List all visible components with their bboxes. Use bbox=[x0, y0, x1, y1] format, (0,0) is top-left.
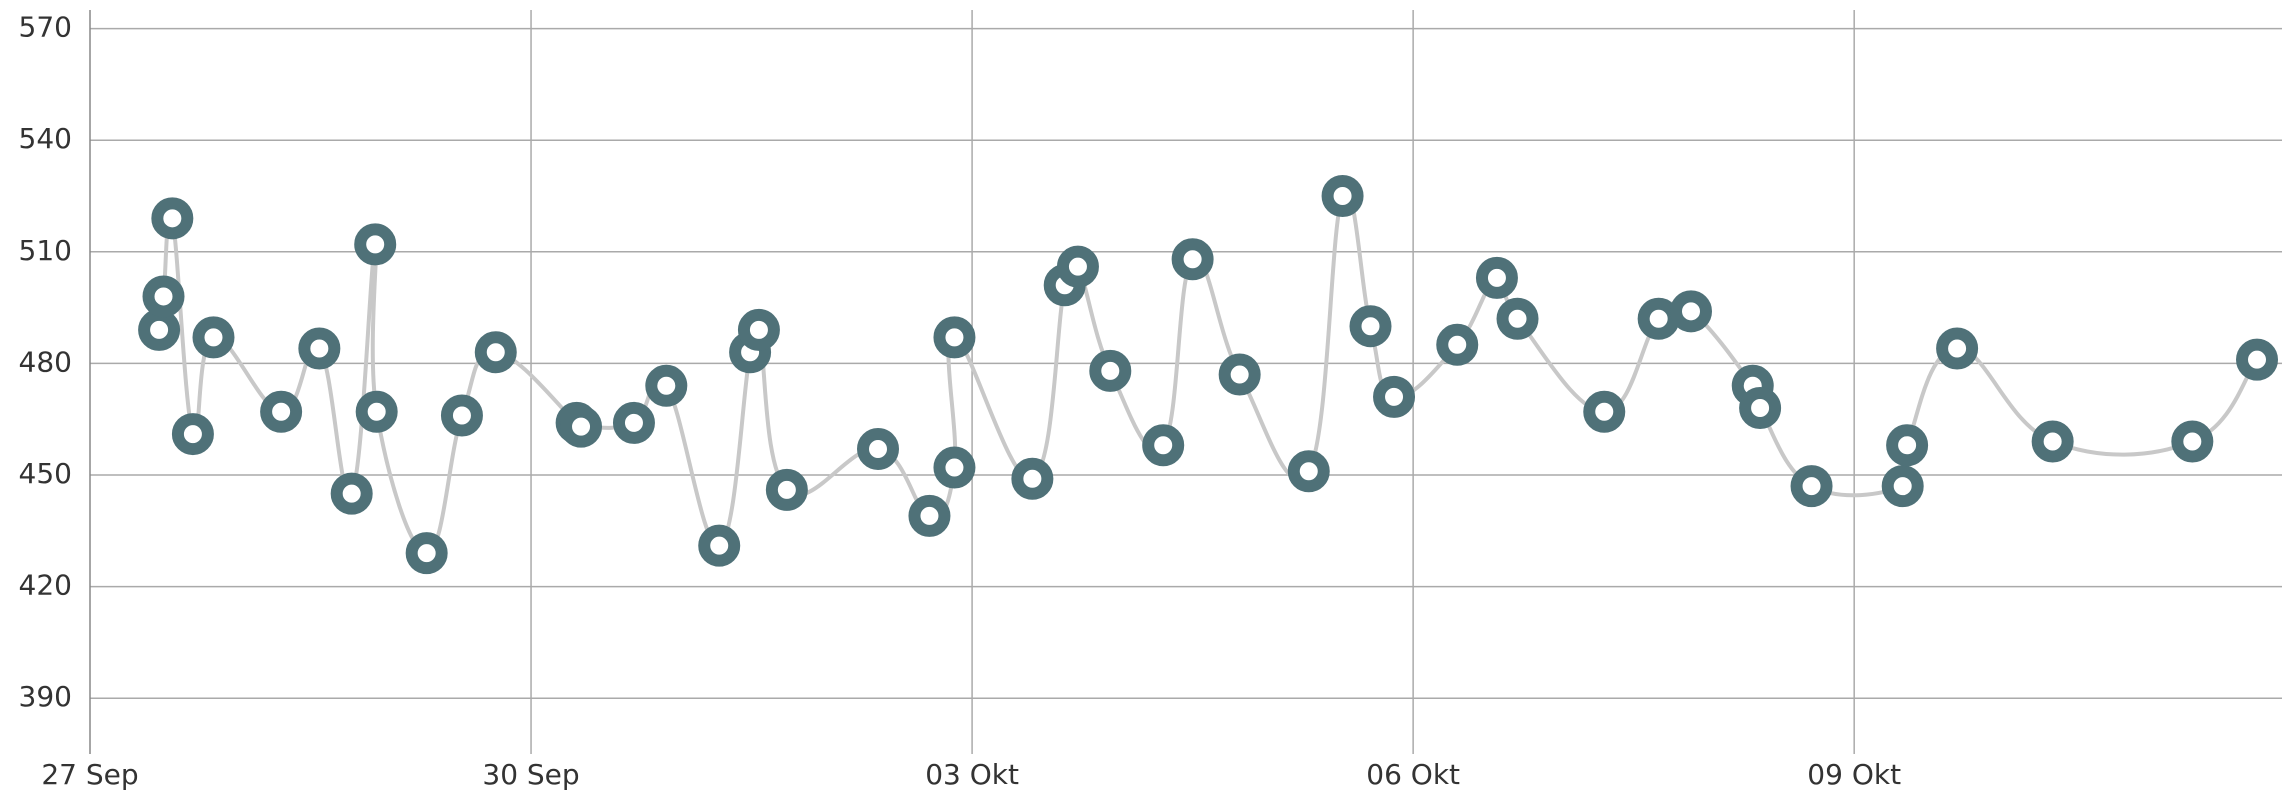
point bbox=[560, 405, 603, 448]
point bbox=[1881, 465, 1924, 508]
point bbox=[1637, 297, 1680, 340]
point bbox=[933, 316, 976, 359]
point bbox=[908, 494, 951, 537]
point bbox=[933, 446, 976, 489]
point bbox=[171, 413, 214, 456]
point bbox=[1349, 305, 1392, 348]
y-tick-label: 450 bbox=[19, 457, 72, 490]
point bbox=[405, 532, 448, 575]
point bbox=[1496, 297, 1539, 340]
point bbox=[1089, 349, 1132, 392]
point bbox=[440, 394, 483, 437]
point bbox=[645, 364, 688, 407]
point bbox=[1790, 465, 1833, 508]
point bbox=[2236, 338, 2279, 381]
point bbox=[355, 390, 398, 433]
x-tick-label: 27 Sep bbox=[41, 758, 138, 791]
y-tick-label: 480 bbox=[19, 345, 72, 378]
point bbox=[1475, 256, 1518, 299]
point bbox=[1287, 450, 1330, 493]
x-tick-label: 30 Sep bbox=[482, 758, 579, 791]
point bbox=[698, 524, 741, 567]
point bbox=[1011, 457, 1054, 500]
point bbox=[1583, 390, 1626, 433]
point bbox=[260, 390, 303, 433]
point bbox=[1218, 353, 1261, 396]
point bbox=[354, 223, 397, 266]
point bbox=[142, 275, 185, 318]
point bbox=[1171, 238, 1214, 281]
x-tick-label: 03 Okt bbox=[925, 758, 1019, 791]
y-tick-label: 510 bbox=[19, 234, 72, 267]
y-tick-label: 420 bbox=[19, 569, 72, 602]
point bbox=[2031, 420, 2074, 463]
point bbox=[330, 472, 373, 515]
y-tick-label: 570 bbox=[19, 11, 72, 44]
y-tick-label: 540 bbox=[19, 122, 72, 155]
point bbox=[765, 468, 808, 511]
point bbox=[737, 308, 780, 351]
point bbox=[1886, 424, 1929, 467]
point bbox=[151, 197, 194, 240]
point bbox=[1936, 327, 1979, 370]
point bbox=[1373, 375, 1416, 418]
point bbox=[474, 331, 517, 374]
point bbox=[1056, 245, 1099, 288]
point bbox=[1669, 290, 1712, 333]
point bbox=[1436, 323, 1479, 366]
point bbox=[192, 316, 235, 359]
x-tick-label: 06 Okt bbox=[1366, 758, 1460, 791]
point bbox=[1739, 387, 1782, 430]
point bbox=[298, 327, 341, 370]
x-tick-label: 09 Okt bbox=[1807, 758, 1901, 791]
point bbox=[612, 401, 655, 444]
point bbox=[1142, 424, 1185, 467]
point bbox=[138, 308, 181, 351]
point bbox=[857, 427, 900, 470]
point bbox=[2171, 420, 2214, 463]
point bbox=[1321, 175, 1364, 217]
y-tick-label: 390 bbox=[19, 680, 72, 713]
